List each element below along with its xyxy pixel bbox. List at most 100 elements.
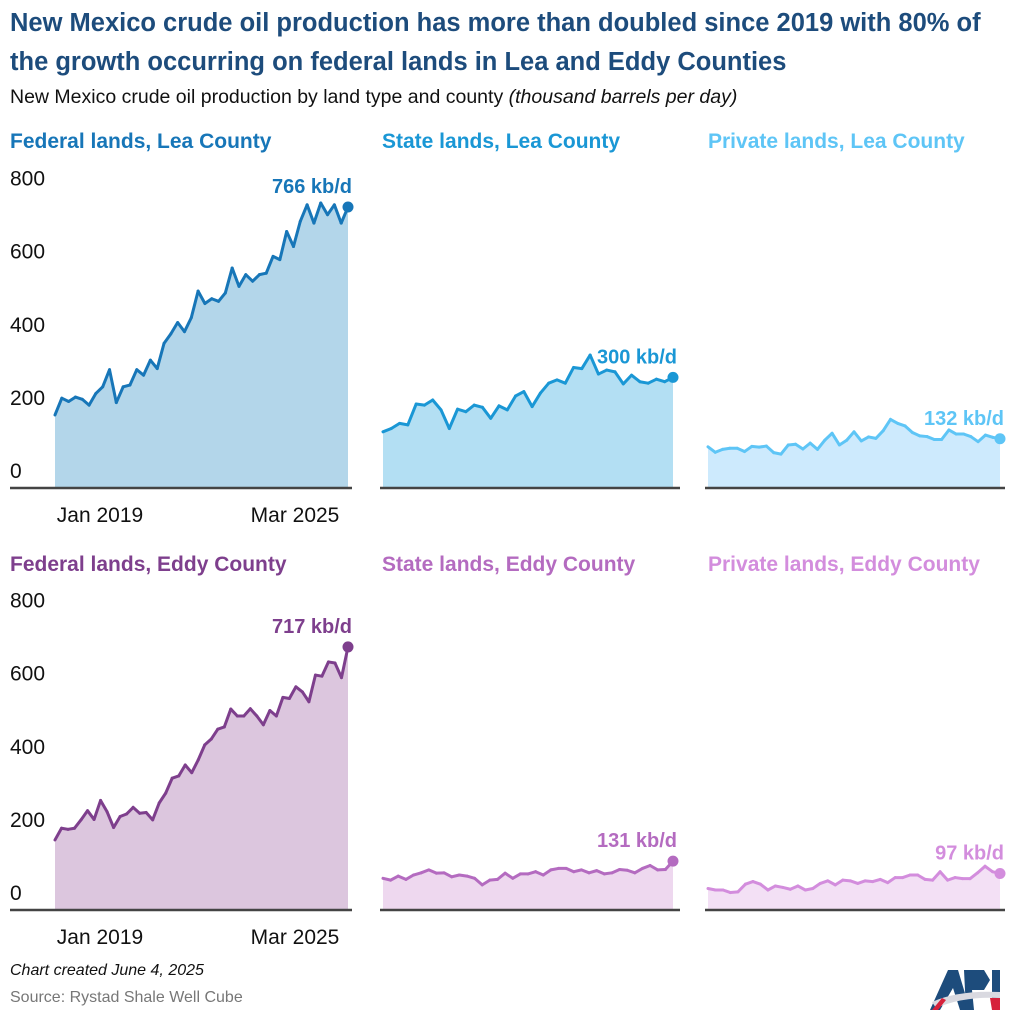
line-segment (983, 864, 995, 874)
end-point (667, 855, 679, 867)
line-segment (613, 370, 625, 386)
line-segment (830, 431, 841, 447)
line-segment (845, 430, 856, 442)
end-point (342, 641, 354, 653)
end-point (342, 201, 354, 213)
line-segment (92, 798, 103, 821)
line-segment (530, 391, 542, 409)
line-segment (261, 709, 272, 727)
line-segment (177, 763, 187, 778)
line-segment (931, 870, 942, 882)
line-segment (105, 810, 116, 829)
line-segment (326, 203, 336, 217)
chart-created-note: Chart created June 4, 2025 (10, 962, 204, 979)
line-segment (505, 394, 518, 412)
chart-title: New Mexico crude oil production has more… (10, 9, 981, 76)
line-segment (114, 385, 125, 405)
panel-title: Federal lands, Lea County (10, 130, 272, 153)
panel-2: Private lands, Lea County 132 kb/d (705, 130, 1006, 490)
end-value-label: 766 kb/d (272, 176, 352, 198)
end-point (667, 371, 679, 383)
line-segment (881, 417, 892, 433)
line-segment (522, 390, 534, 409)
x-tick-label: Mar 2025 (251, 504, 340, 527)
chart-subtitle: New Mexico crude oil production by land … (10, 86, 737, 109)
y-tick-label: 200 (10, 809, 45, 832)
area-fill (55, 646, 348, 909)
line-segment (758, 882, 770, 892)
line-segment (495, 871, 507, 881)
line-segment (333, 661, 343, 680)
source-note: Source: Rystad Shale Well Cube (10, 989, 243, 1006)
line-segment (155, 341, 166, 371)
line-segment (128, 368, 139, 387)
line-segment (176, 321, 186, 334)
line-segment (541, 868, 553, 877)
line-segment (164, 776, 174, 795)
line-segment (389, 421, 402, 431)
line-segment (422, 398, 435, 407)
panel-title: Private lands, Eddy County (708, 553, 980, 576)
y-tick-label: 200 (10, 387, 45, 410)
end-value-label: 131 kb/d (597, 830, 677, 852)
y-tick-label: 0 (10, 882, 22, 905)
line-segment (230, 266, 241, 288)
panel-title: Private lands, Lea County (708, 130, 965, 153)
panel-0: Federal lands, Lea County 766 kb/d 800 600 4… (10, 130, 354, 527)
line-segment (808, 441, 819, 451)
x-tick-label: Mar 2025 (251, 926, 340, 949)
line-segment (938, 870, 950, 882)
area-fill (708, 866, 1000, 909)
line-segment (291, 219, 302, 249)
line-segment (852, 430, 863, 443)
y-tick-label: 600 (10, 241, 45, 264)
line-segment (588, 353, 600, 376)
line-segment (169, 321, 180, 336)
line-segment (237, 273, 248, 288)
line-segment (823, 431, 834, 442)
line-segment (53, 396, 64, 417)
line-segment (162, 332, 173, 345)
api-logo (930, 970, 1000, 1010)
x-tick-label: Jan 2019 (57, 504, 143, 527)
end-value-label: 300 kb/d (597, 346, 677, 368)
line-segment (108, 368, 118, 405)
line-segment (196, 289, 207, 306)
x-tick-label: Jan 2019 (57, 926, 143, 949)
end-value-label: 717 kb/d (272, 616, 352, 638)
line-segment (503, 871, 515, 880)
line-segment (464, 403, 476, 414)
line-segment (497, 404, 509, 412)
y-tick-label: 400 (10, 736, 45, 759)
panel-5: Private lands, Eddy County 97 kb/d (705, 553, 1006, 912)
line-segment (87, 391, 98, 407)
line-segment (242, 707, 252, 718)
line-segment (189, 289, 200, 320)
area-fill (383, 355, 673, 487)
line-segment (151, 801, 161, 822)
line-segment (940, 428, 951, 441)
line-segment (447, 407, 460, 431)
area-fill (708, 419, 1000, 487)
panel-title: State lands, Lea County (382, 130, 620, 153)
line-segment (480, 405, 493, 420)
panel-title: Federal lands, Eddy County (10, 553, 287, 576)
line-segment (73, 818, 83, 830)
line-segment (489, 404, 501, 420)
line-segment (101, 368, 112, 389)
line-segment (217, 291, 227, 303)
y-tick-label: 600 (10, 663, 45, 686)
end-value-label: 97 kb/d (935, 843, 1004, 865)
line-segment (580, 353, 592, 371)
line-segment (736, 882, 747, 894)
line-segment (305, 203, 316, 225)
end-point (994, 433, 1006, 445)
line-segment (251, 273, 261, 283)
line-segment (976, 864, 987, 875)
line-segment (190, 758, 200, 775)
line-segment (406, 402, 418, 427)
line-segment (563, 365, 576, 385)
line-segment (209, 727, 220, 741)
end-point (994, 868, 1006, 880)
